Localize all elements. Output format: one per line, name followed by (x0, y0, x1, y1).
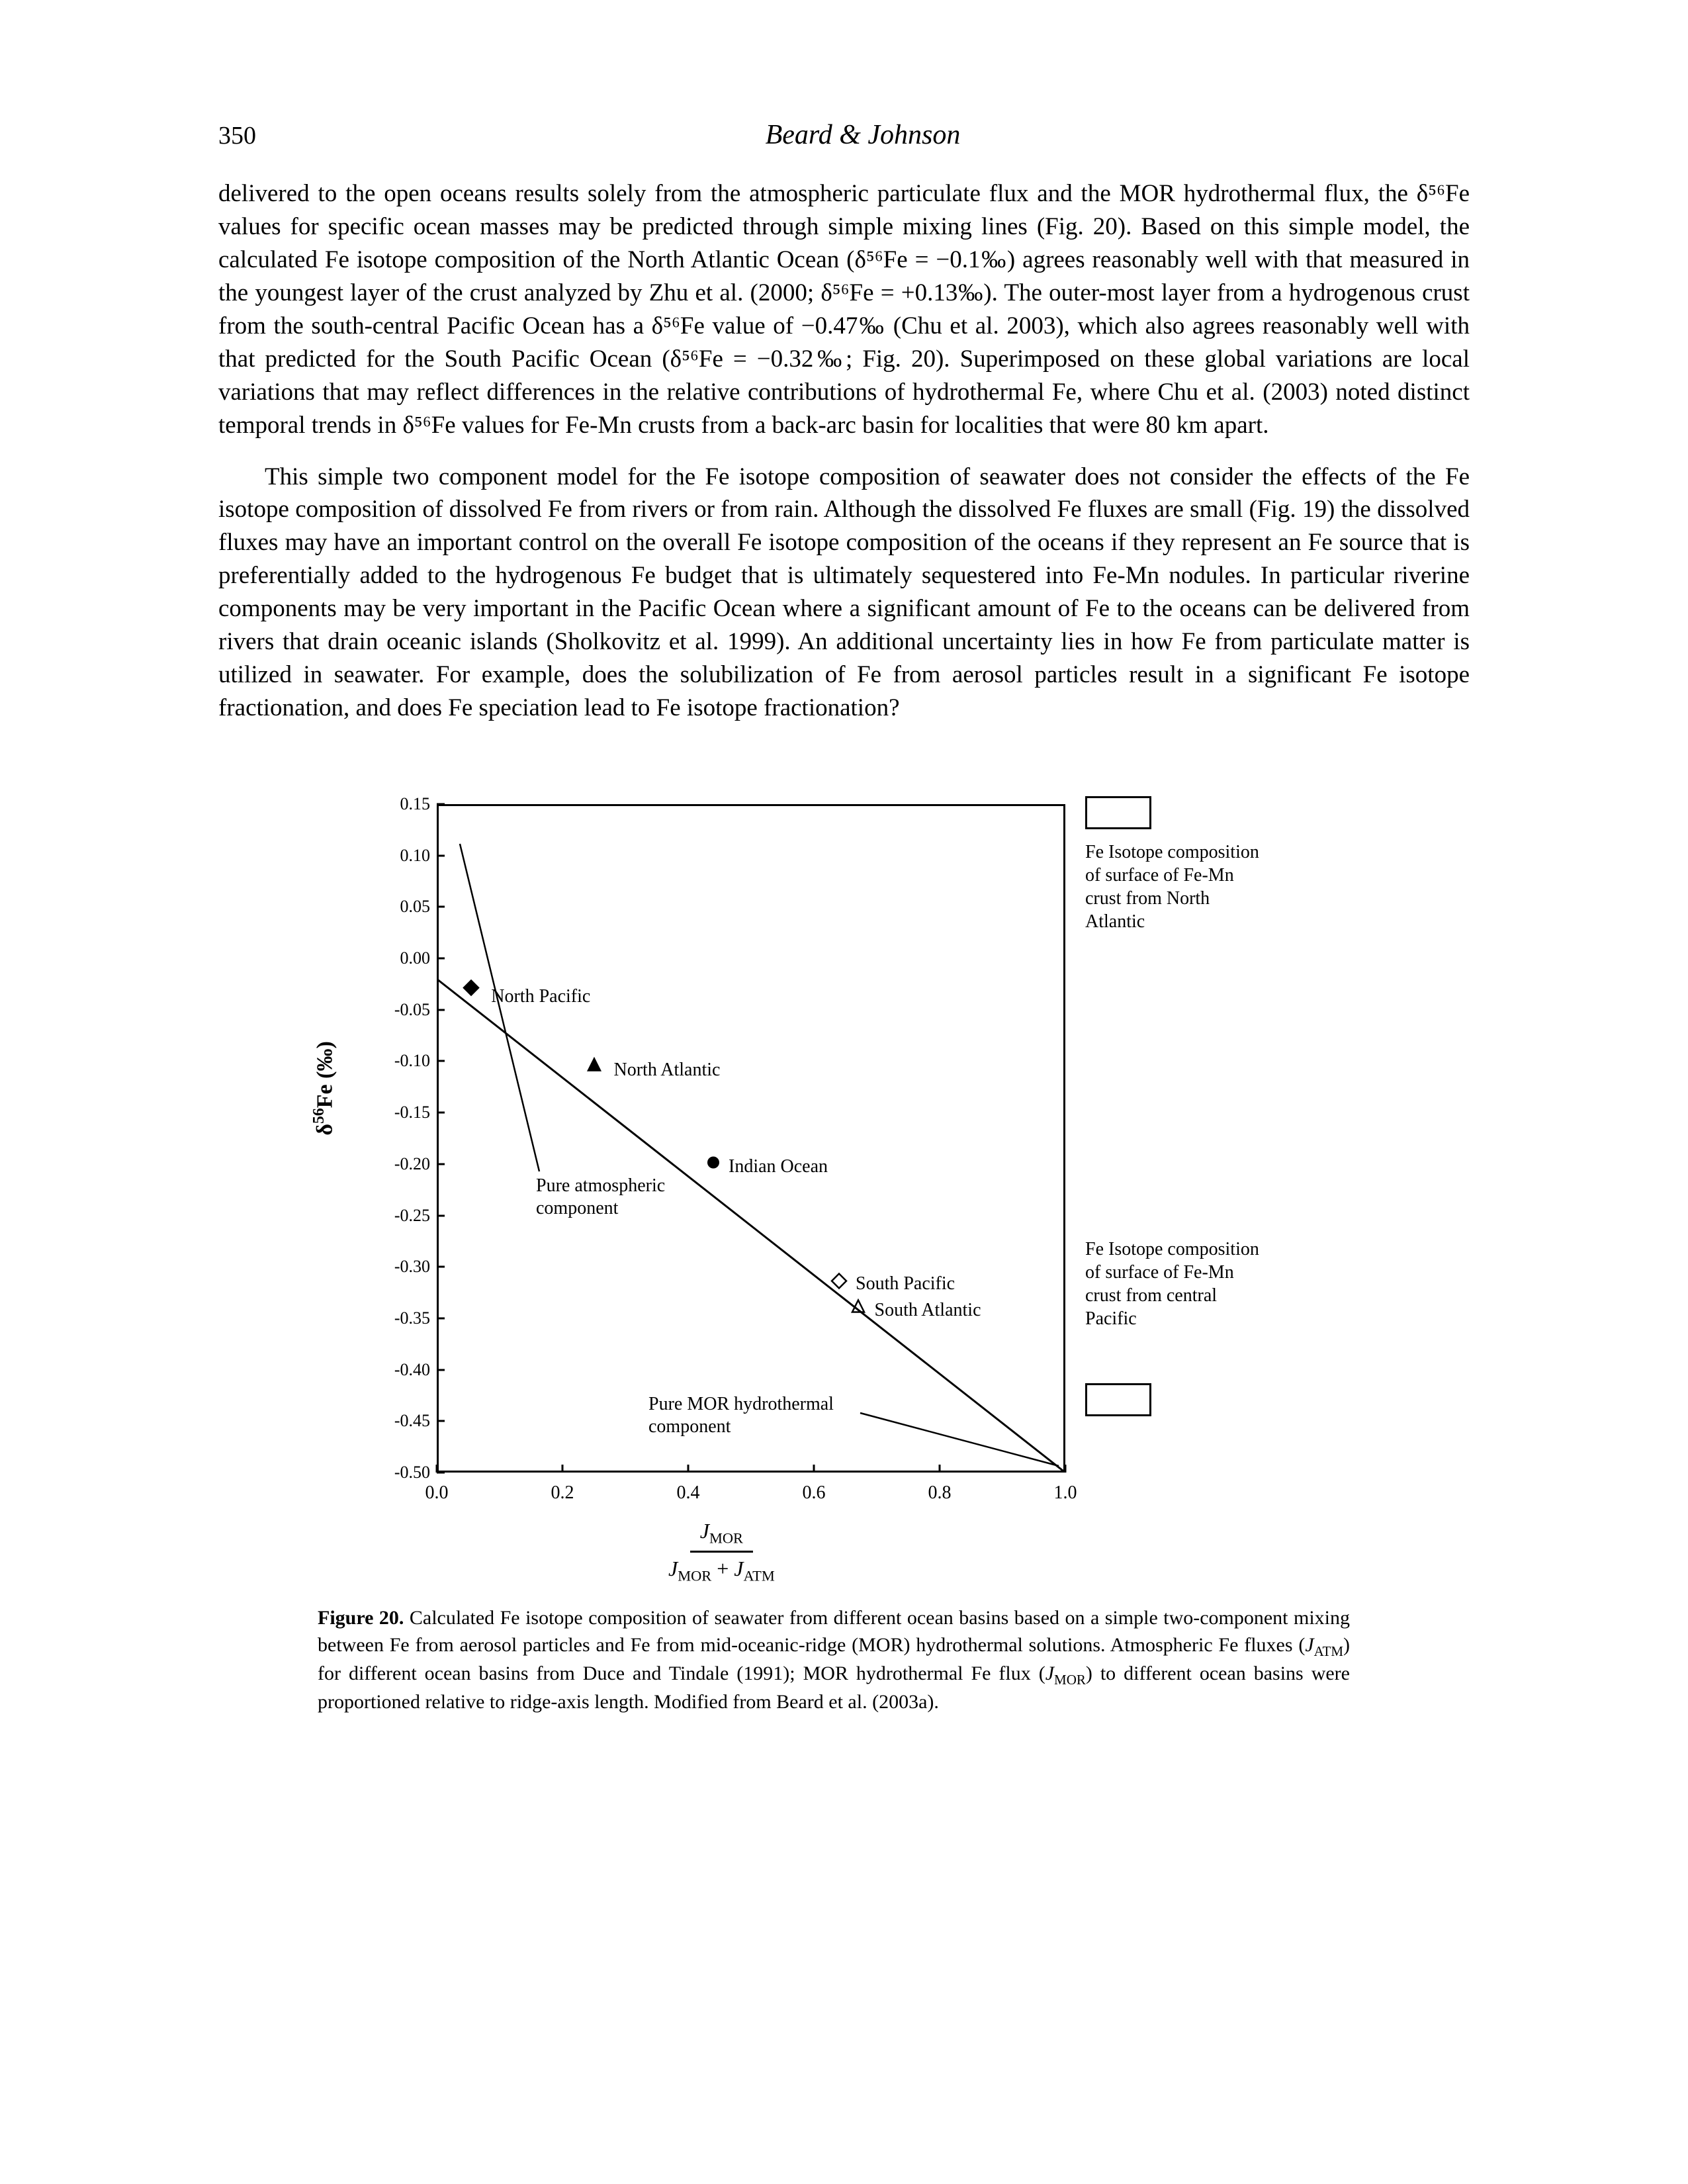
ytick-label: 0.15 (371, 794, 430, 814)
page-header: 350 Beard & Johnson (218, 119, 1470, 151)
ytick-label: -0.25 (371, 1206, 430, 1226)
ytick (437, 906, 445, 908)
xlabel-numerator: JMOR (690, 1519, 753, 1553)
ytick (437, 1112, 445, 1114)
data-point-label: North Atlantic (614, 1060, 721, 1081)
data-point-label: South Atlantic (875, 1300, 981, 1321)
ytick (437, 1472, 445, 1474)
running-title: Beard & Johnson (256, 119, 1470, 151)
ytick (437, 958, 445, 960)
ytick (437, 1060, 445, 1062)
ytick (437, 1317, 445, 1319)
data-point (831, 1273, 847, 1292)
xtick-label: 0.8 (928, 1482, 952, 1504)
ytick-label: -0.05 (371, 1000, 430, 1020)
central-pacific-box-label: Fe Isotope composition of surface of Fe-… (1085, 1238, 1264, 1330)
ytick-label: -0.20 (371, 1154, 430, 1174)
paragraph-2: This simple two component model for the … (218, 461, 1470, 725)
ytick (437, 1163, 445, 1165)
data-point (463, 979, 479, 999)
ytick (437, 1214, 445, 1216)
data-point-label: North Pacific (491, 986, 590, 1007)
xtick-label: 0.2 (551, 1482, 574, 1504)
xtick-label: 0.4 (677, 1482, 700, 1504)
ytick (437, 1266, 445, 1268)
north-atlantic-box (1085, 796, 1151, 829)
ytick-label: -0.35 (371, 1308, 430, 1328)
pure-atm-label: Pure atmospheric component (536, 1175, 701, 1219)
ytick (437, 1420, 445, 1422)
xtick (562, 1465, 564, 1473)
north-atlantic-box-label: Fe Isotope composition of surface of Fe-… (1085, 841, 1264, 933)
ytick-label: -0.40 (371, 1360, 430, 1380)
figure-20: 0.15 0.10 0.05 0.00 -0.05 -0.10 -0.15 -0.20 -0.2… (318, 778, 1376, 1716)
ytick-label: -0.10 (371, 1051, 430, 1071)
data-point (850, 1298, 866, 1318)
xtick (813, 1465, 815, 1473)
xtick-label: 0.6 (803, 1482, 826, 1504)
ytick-label: 0.00 (371, 948, 430, 968)
ytick-label: -0.45 (371, 1411, 430, 1431)
ytick-label: 0.05 (371, 897, 430, 917)
data-point-label: Indian Ocean (729, 1156, 828, 1177)
xtick-label: 0.0 (425, 1482, 449, 1504)
pure-mor-label: Pure MOR hydrothermal component (648, 1393, 867, 1437)
ytick-label: -0.50 (371, 1463, 430, 1482)
data-point (705, 1154, 721, 1173)
ytick-label: -0.15 (371, 1103, 430, 1122)
x-axis-label: JMOR JMOR + JATM (668, 1519, 775, 1585)
paragraph-1: delivered to the open oceans results sol… (218, 177, 1470, 442)
xlabel-denominator: JMOR + JATM (668, 1553, 775, 1584)
ytick-label: 0.10 (371, 846, 430, 866)
ytick (437, 854, 445, 856)
caption-label: Figure 20. (318, 1607, 404, 1629)
xtick-label: 1.0 (1054, 1482, 1077, 1504)
figure-caption: Figure 20. Calculated Fe isotope composi… (318, 1605, 1350, 1716)
xtick (1065, 1465, 1067, 1473)
ytick (437, 1369, 445, 1371)
y-axis-label: δ56Fe (‰) (310, 1041, 337, 1135)
xtick (688, 1465, 689, 1473)
xtick (939, 1465, 941, 1473)
ytick (437, 1009, 445, 1011)
chart-area: 0.15 0.10 0.05 0.00 -0.05 -0.10 -0.15 -0.20 -0.2… (318, 778, 1376, 1572)
xtick (436, 1465, 438, 1473)
ytick-label: -0.30 (371, 1257, 430, 1277)
ytick (437, 803, 445, 805)
page-number: 350 (218, 121, 256, 150)
caption-text: Calculated Fe isotope composition of sea… (318, 1607, 1350, 1713)
plot-box (437, 804, 1065, 1473)
data-point (586, 1057, 602, 1076)
data-point-label: South Pacific (856, 1273, 955, 1295)
ylabel-text: δ56Fe (‰) (313, 1041, 337, 1135)
central-pacific-box (1085, 1383, 1151, 1416)
